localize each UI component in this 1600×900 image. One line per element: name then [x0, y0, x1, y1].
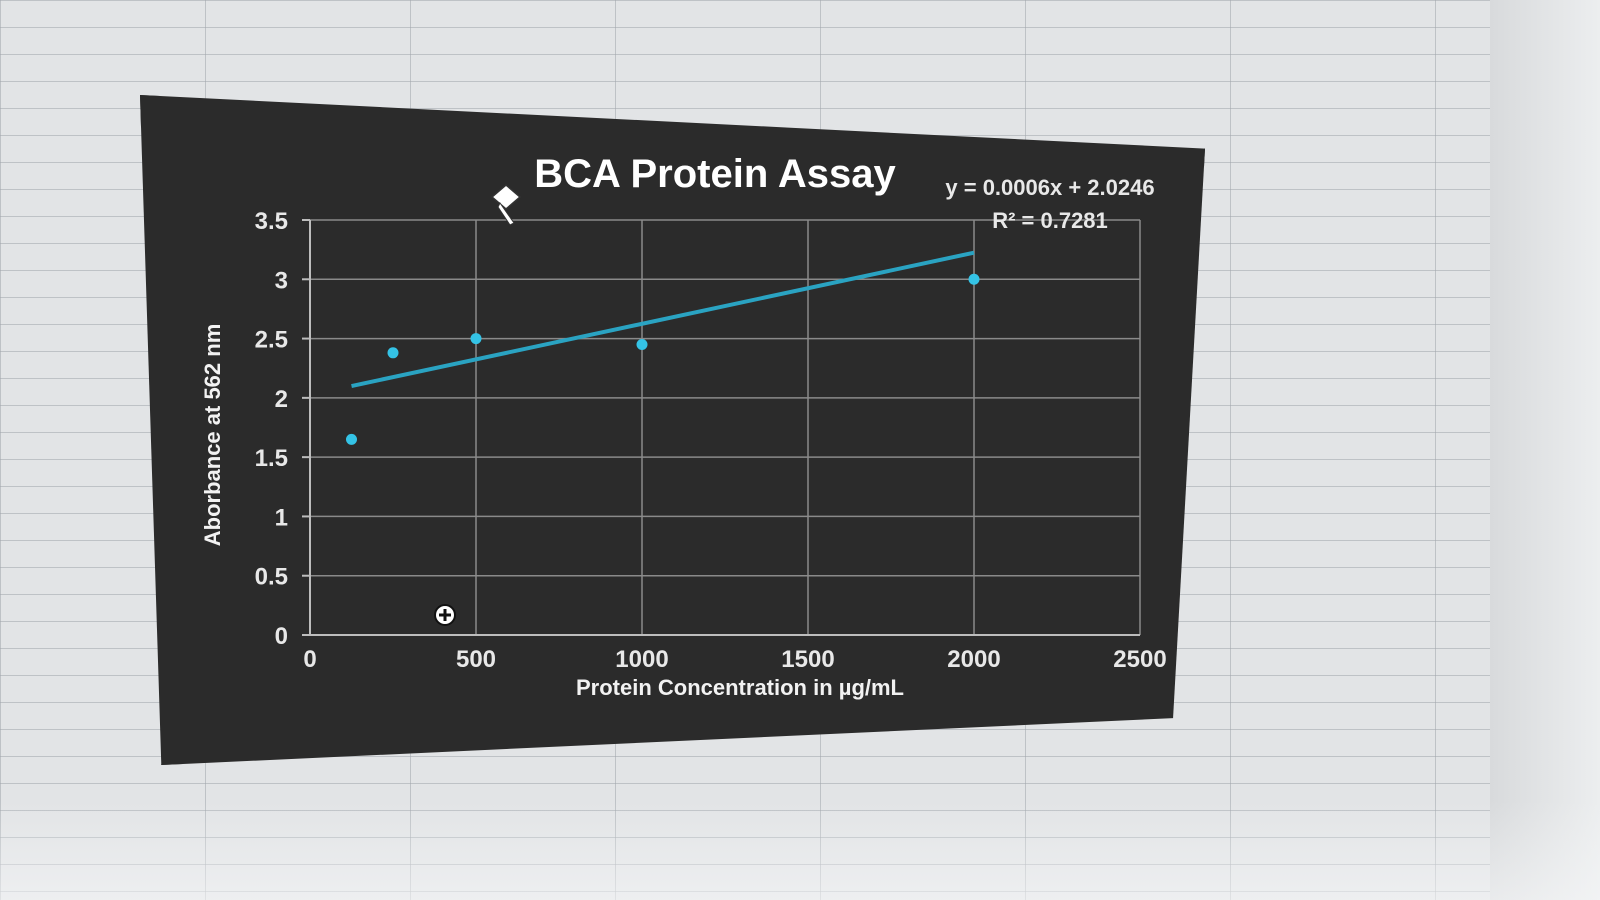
chart-title: BCA Protein Assay	[534, 152, 896, 196]
y-tick-label: 3.5	[255, 208, 288, 235]
y-tick-label: 2	[275, 386, 288, 413]
x-tick-label: 0	[303, 646, 316, 673]
y-tick-label: 2.5	[255, 327, 288, 354]
gridlines	[310, 219, 1141, 635]
data-point	[387, 347, 399, 359]
y-tick-label: 1	[275, 504, 288, 531]
x-axis-title: Protein Concentration in µg/mL	[576, 675, 904, 700]
data-point	[968, 273, 980, 285]
spreadsheet-edge	[1490, 0, 1600, 900]
y-tick-labels: 0 0.5 1 1.5 2 2.5 3 3.5	[255, 208, 310, 650]
data-point	[470, 333, 482, 345]
data-point	[346, 433, 357, 445]
y-tick-label: 0	[275, 623, 288, 650]
x-tick-label: 1000	[615, 646, 668, 673]
y-tick-label: 1.5	[255, 445, 288, 472]
trendline-equation: y = 0.0006x + 2.0246	[945, 175, 1154, 200]
move-cursor-icon	[490, 184, 522, 226]
screen-glare	[0, 800, 1600, 900]
x-tick-label: 2500	[1113, 646, 1166, 673]
data-point	[636, 339, 648, 350]
y-tick-label: 0.5	[255, 564, 288, 591]
r-squared-label: R² = 0.7281	[992, 208, 1108, 233]
y-tick-label: 3	[275, 267, 288, 294]
y-axis-title: Aborbance at 562 nm	[200, 324, 225, 547]
data-points	[346, 273, 980, 445]
x-tick-label: 500	[456, 646, 496, 673]
x-tick-label: 2000	[947, 646, 1000, 673]
x-tick-label: 1500	[781, 646, 834, 673]
x-tick-labels: 0 500 1000 1500 2000 2500	[303, 646, 1166, 673]
trendline	[351, 250, 975, 389]
chart-panel[interactable]: 0 0.5 1 1.5 2 2.5 3 3.5 0 500 1000 1500 2000 2500 BC…	[140, 95, 1205, 765]
scatter-chart: 0 0.5 1 1.5 2 2.5 3 3.5 0 500 1000 1500 2000 2500 BC…	[200, 152, 1167, 700]
add-cursor-icon	[434, 604, 456, 626]
